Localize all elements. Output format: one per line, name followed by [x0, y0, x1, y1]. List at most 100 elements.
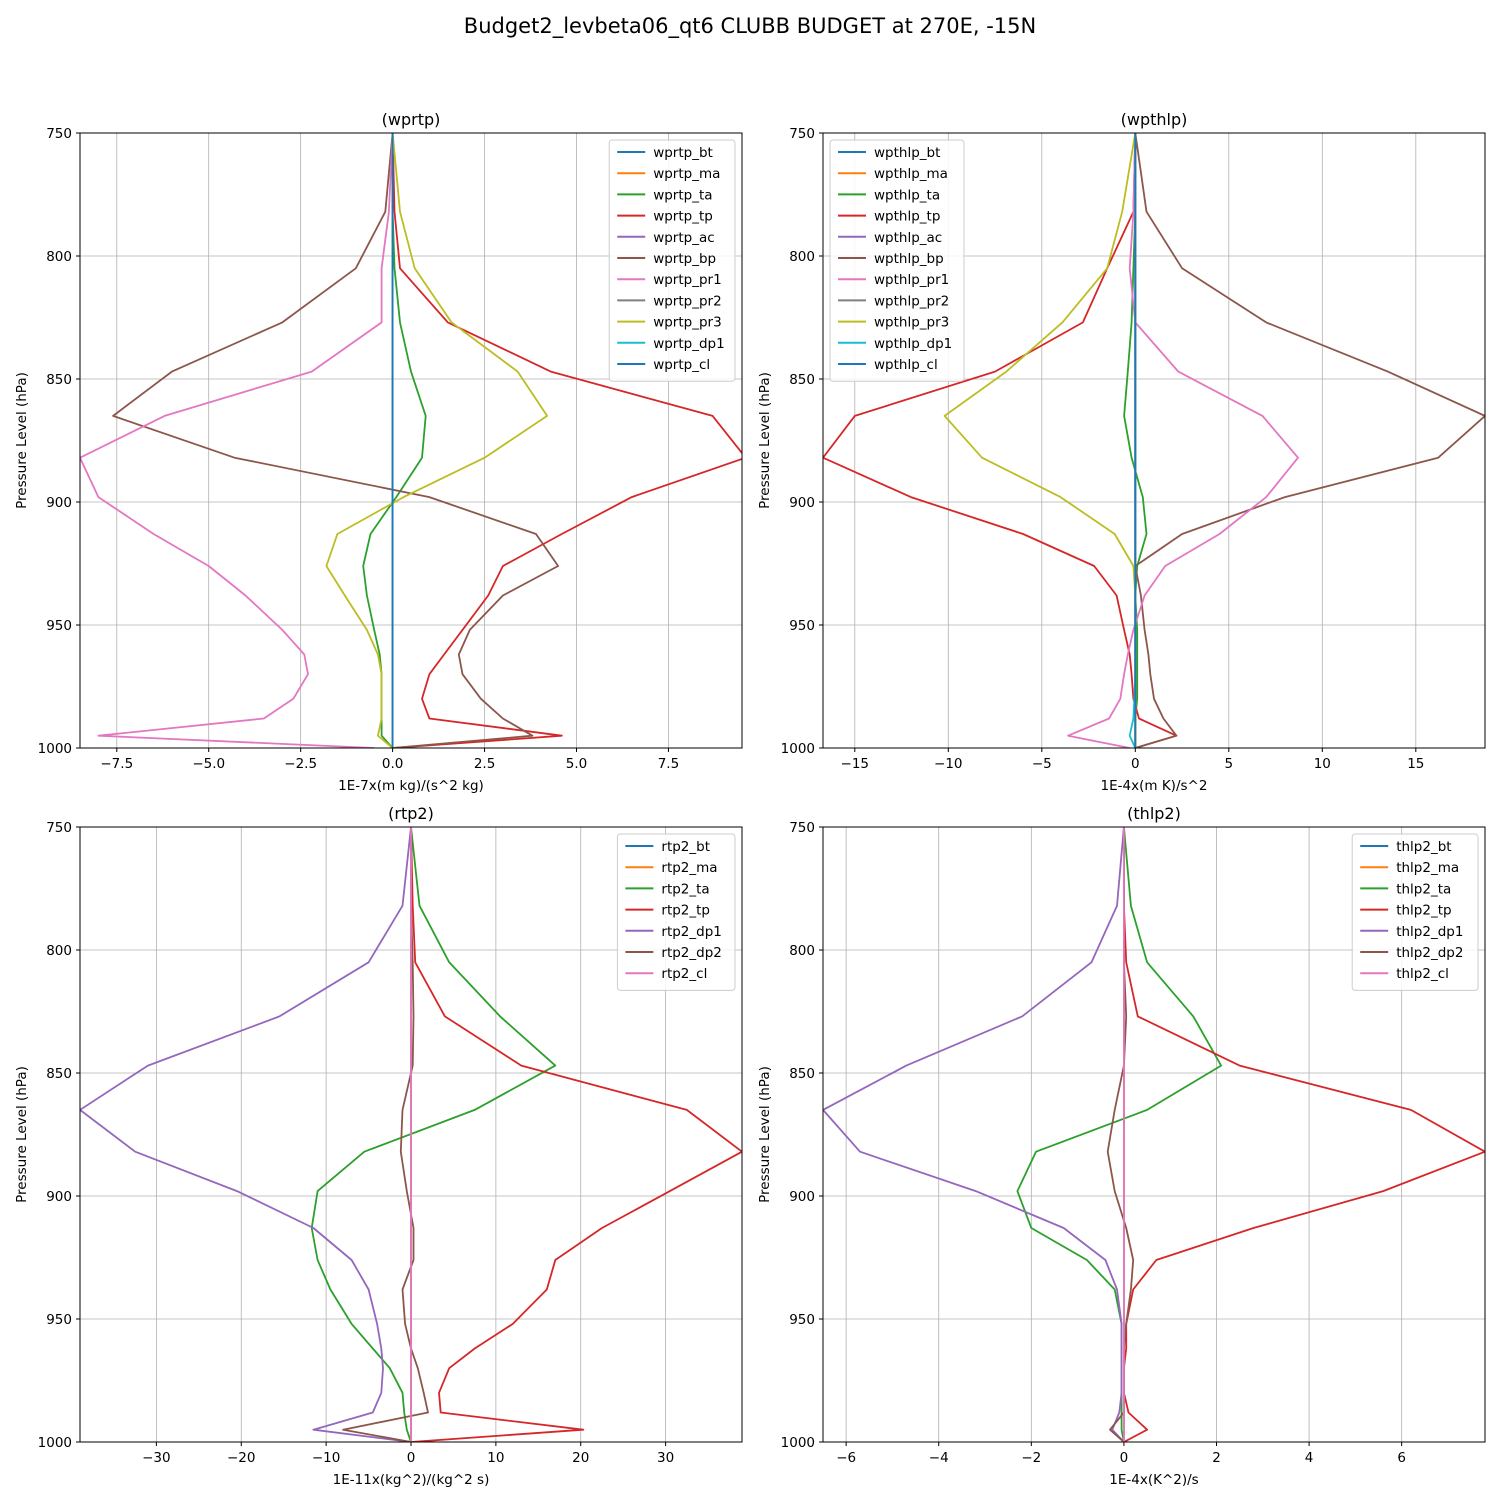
series-line-wpthlp_bp: [1134, 133, 1485, 748]
chart-panel-3: −6 −4 −2 0 2 4 6 750 800 850 900 950 1000 (thlp2) 1E-4…: [757, 804, 1486, 1488]
subplot-title: (wpthlp): [1121, 110, 1188, 129]
legend-entry: thlp2_bt: [1396, 839, 1451, 855]
series-line-rtp2_ta: [310, 827, 557, 1442]
series-line-rtp2_dp1: [80, 827, 412, 1442]
x-tick-label: −15: [841, 756, 870, 772]
legend-entry: wprtp_bt: [653, 145, 713, 161]
x-tick-label: −10: [312, 1450, 341, 1466]
x-tick-label: −5: [1032, 756, 1052, 772]
legend-entry: wprtp_bp: [653, 251, 716, 267]
x-tick-label: 5.0: [566, 756, 587, 772]
y-tick-label: 950: [46, 1312, 72, 1328]
x-tick-label: −2: [1021, 1450, 1041, 1466]
x-tick-label: 30: [657, 1450, 674, 1466]
x-tick-label: 0: [1120, 1450, 1129, 1466]
x-tick-label: 2: [1212, 1450, 1221, 1466]
y-tick-label: 750: [789, 126, 815, 142]
y-tick-label: 950: [789, 1312, 815, 1328]
x-tick-label: 20: [572, 1450, 589, 1466]
legend-entry: thlp2_dp2: [1396, 945, 1463, 961]
legend-entry: wprtp_dp1: [653, 336, 725, 352]
series-line-thlp2_dp1: [823, 827, 1125, 1442]
x-tick-label: 7.5: [658, 756, 679, 772]
x-tick-label: −2.5: [284, 756, 317, 772]
legend-entry: rtp2_cl: [661, 966, 707, 982]
y-axis-label: Pressure Level (hPa): [757, 372, 773, 509]
legend-entry: wprtp_cl: [653, 357, 710, 373]
y-tick-label: 750: [789, 820, 815, 836]
legend-entry: rtp2_bt: [661, 839, 710, 855]
x-tick-label: 5: [1225, 756, 1234, 772]
x-tick-label: −20: [227, 1450, 256, 1466]
x-tick-label: 6: [1397, 1450, 1406, 1466]
y-tick-label: 1000: [38, 741, 72, 757]
y-tick-label: 900: [789, 1189, 815, 1205]
legend-entry: wpthlp_pr2: [874, 293, 949, 309]
series-line-rtp2_dp2: [342, 827, 429, 1442]
series-line-wpthlp_ta: [1123, 133, 1148, 748]
legend-entry: thlp2_ma: [1396, 860, 1459, 876]
y-tick-label: 1000: [781, 741, 815, 757]
plot-frame: [79, 132, 743, 749]
legend: rtp2_bt rtp2_ma rtp2_ta rtp2_tp rtp2_dp1 rtp2…: [616, 833, 736, 991]
legend-entry: wpthlp_bp: [874, 251, 944, 267]
chart-panel-2: −30 −20 −10 0 10 20 30 750 800 850 900 950 1000 (rtp2…: [14, 804, 743, 1488]
legend-entry: thlp2_dp1: [1396, 924, 1463, 940]
legend-entry: wpthlp_dp1: [874, 336, 952, 352]
legend-entry: wprtp_ac: [653, 230, 714, 246]
legend-entry: rtp2_tp: [661, 903, 710, 919]
series-line-wpthlp_pr1: [1067, 133, 1299, 748]
x-axis-label: 1E-7x(m kg)/(s^2 kg): [338, 778, 484, 794]
x-tick-label: 4: [1305, 1450, 1314, 1466]
legend-entry: wprtp_pr1: [653, 272, 721, 288]
y-axis-label: Pressure Level (hPa): [757, 1066, 773, 1203]
legend-entry: wpthlp_cl: [874, 357, 938, 373]
x-tick-label: −4: [929, 1450, 949, 1466]
series-line-wpthlp_pr3: [943, 133, 1137, 748]
x-tick-label: 10: [487, 1450, 504, 1466]
x-tick-label: 0: [1131, 756, 1140, 772]
series-line-wprtp_ta: [362, 133, 427, 748]
legend-entry: thlp2_cl: [1396, 966, 1449, 982]
y-tick-label: 850: [46, 372, 72, 388]
legend-entry: wprtp_ta: [653, 187, 712, 203]
y-tick-label: 950: [789, 618, 815, 634]
x-axis-label: 1E-11x(kg^2)/(kg^2 s): [333, 1472, 490, 1488]
legend-entry: thlp2_ta: [1396, 881, 1451, 897]
series-line-wprtp_pr3: [325, 133, 548, 748]
x-tick-label: 2.5: [474, 756, 495, 772]
legend-entry: rtp2_dp1: [661, 924, 721, 940]
y-tick-label: 800: [46, 249, 72, 265]
legend-entry: thlp2_tp: [1396, 903, 1451, 919]
series-line-thlp2_ta: [1016, 827, 1222, 1442]
x-axis-label: 1E-4x(K^2)/s: [1109, 1472, 1198, 1488]
legend-entry: wpthlp_bt: [874, 145, 940, 161]
x-axis-label: 1E-4x(m K)/s^2: [1101, 778, 1208, 794]
y-tick-label: 1000: [38, 1435, 72, 1451]
figure-title: Budget2_levbeta06_qt6 CLUBB BUDGET at 27…: [463, 14, 1037, 38]
plot-frame: [822, 132, 1486, 749]
legend-entry: wpthlp_ma: [874, 166, 948, 182]
y-axis-label: Pressure Level (hPa): [14, 1066, 30, 1203]
series-line-rtp2_tp: [410, 827, 742, 1442]
chart-panel-0: −7.5 −5.0 −2.5 0.0 2.5 5.0 7.5 750 800 850 900 950 1…: [14, 110, 743, 794]
y-tick-label: 750: [46, 126, 72, 142]
y-tick-label: 800: [789, 249, 815, 265]
x-tick-label: 15: [1407, 756, 1424, 772]
legend: wpthlp_bt wpthlp_ma wpthlp_ta wpthlp_tpwpth…: [829, 139, 965, 382]
subplot-title: (wprtp): [382, 110, 441, 129]
legend-entry: wprtp_ma: [653, 166, 720, 182]
y-tick-label: 800: [46, 943, 72, 959]
y-tick-label: 800: [789, 943, 815, 959]
y-tick-label: 850: [46, 1066, 72, 1082]
y-tick-label: 1000: [781, 1435, 815, 1451]
legend-entry: wpthlp_pr1: [874, 272, 949, 288]
legend-entry: rtp2_dp2: [661, 945, 721, 961]
x-tick-label: −6: [836, 1450, 856, 1466]
y-tick-label: 900: [46, 1189, 72, 1205]
legend-entry: rtp2_ma: [661, 860, 717, 876]
y-axis-label: Pressure Level (hPa): [14, 372, 30, 509]
legend: thlp2_bt thlp2_ma thlp2_ta thlp2_tp thlp2_dp…: [1351, 833, 1479, 991]
legend-entry: wprtp_pr2: [653, 293, 721, 309]
plot-frame: [822, 826, 1486, 1443]
